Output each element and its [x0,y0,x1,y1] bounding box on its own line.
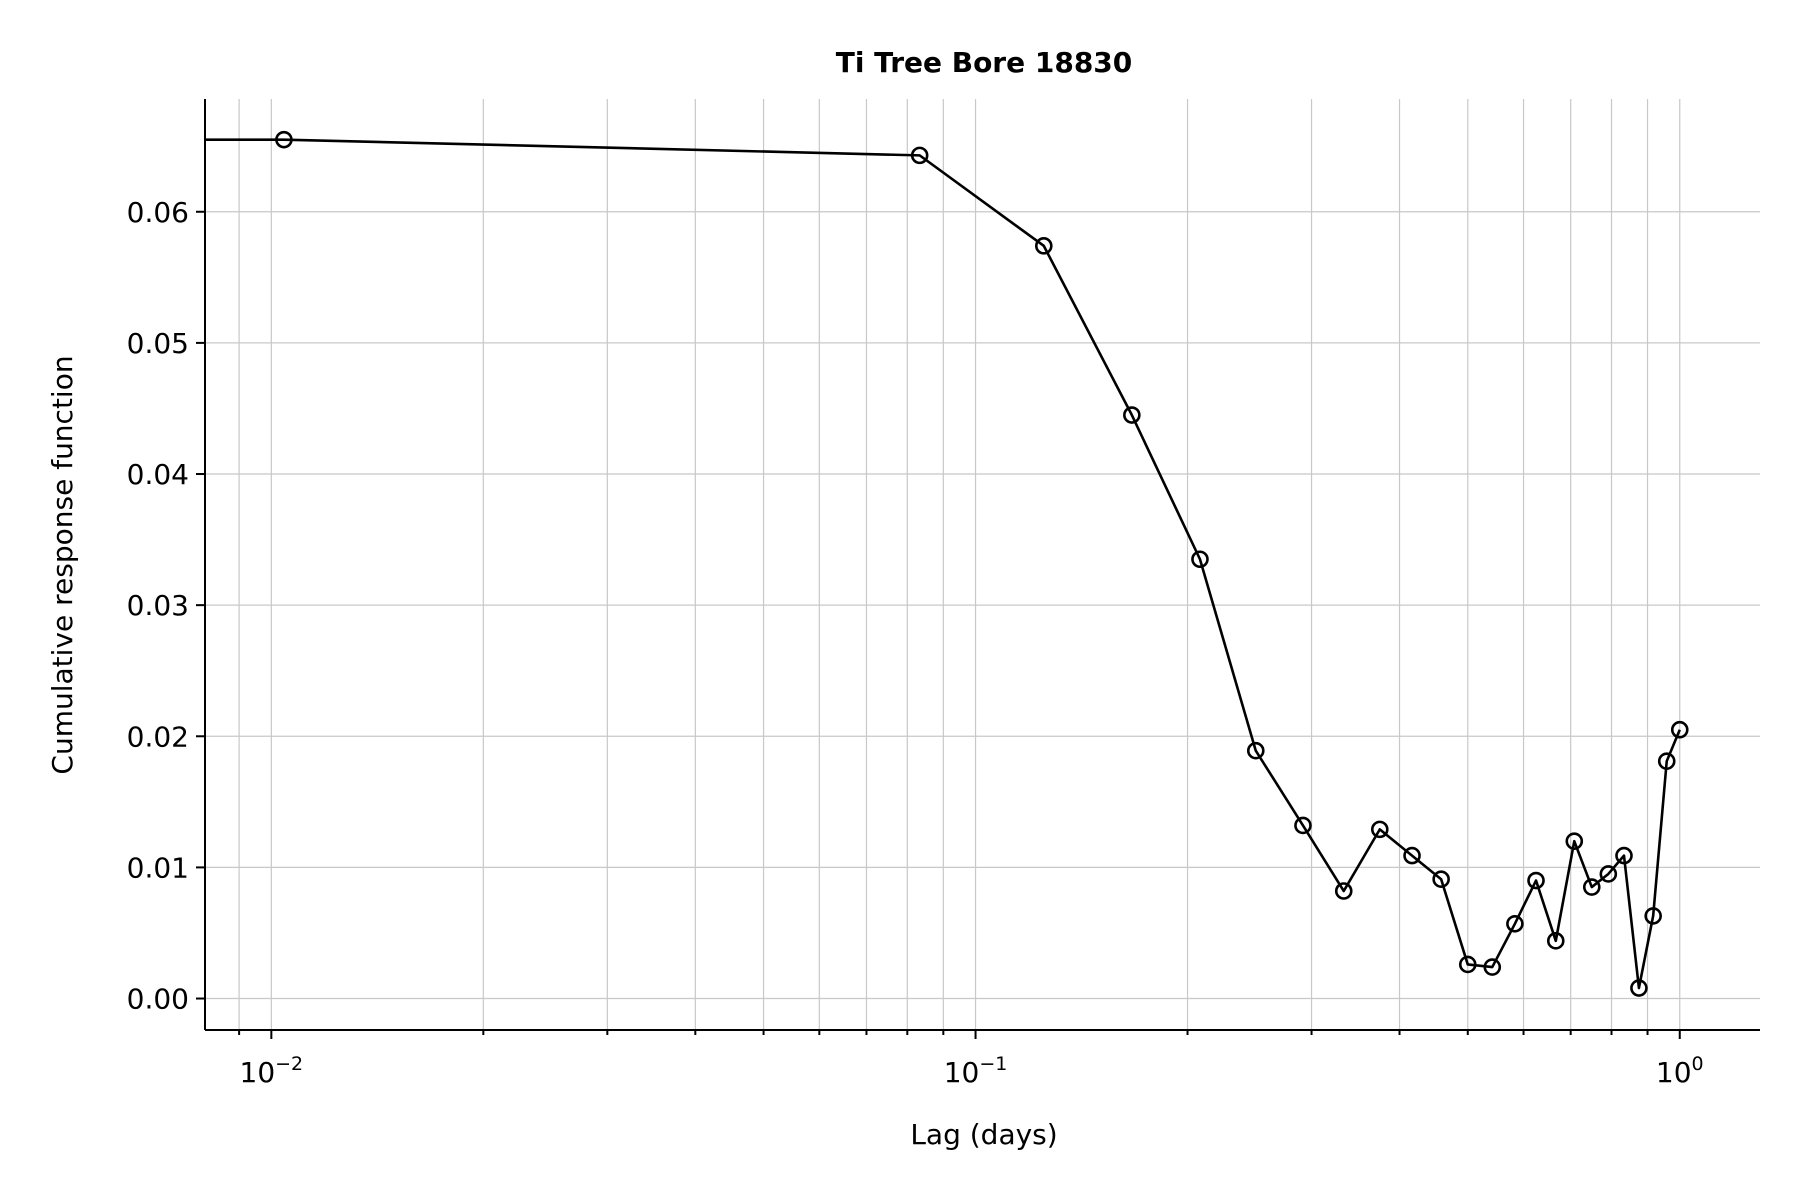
data-point [1582,878,1601,896]
data-point [1034,237,1053,255]
x-tick-label: 10−1 [944,1053,1008,1089]
data-point [1403,846,1421,865]
data-point [1370,820,1389,839]
data-point [1546,932,1565,950]
data-point [275,130,293,149]
data-point [1123,406,1141,424]
data-point [1483,958,1502,976]
grid [205,99,1760,1030]
x-axis-label: Lag (days) [910,1118,1057,1151]
data-point [1630,979,1648,997]
data-point [1294,816,1312,835]
chart-title: Ti Tree Bore 18830 [836,46,1133,79]
data-point [1599,865,1618,883]
data-point [1458,955,1477,974]
series-layer [205,130,1689,997]
data-point [1615,846,1633,865]
data-point [1191,550,1209,569]
data-point [1246,741,1265,760]
y-tick-label: 0.00 [127,983,189,1016]
data-point [910,146,929,165]
data-point [1657,752,1676,770]
data-point [1670,720,1689,739]
x-tick-label: 100 [1656,1053,1704,1089]
y-axis-label: Cumulative response function [46,355,79,774]
data-point [1334,882,1353,900]
y-tick-label: 0.06 [127,196,189,229]
y-tick-label: 0.04 [127,458,189,491]
data-point [1432,870,1450,889]
axes [204,99,1760,1031]
y-tick-label: 0.03 [127,589,189,622]
data-point [1506,914,1524,933]
y-tick-label: 0.02 [127,720,189,753]
data-point [1527,871,1545,890]
ticks: 0.00 0.01 0.02 0.03 0.04 0.05 0.06 10−2 10−1 100 [127,196,1704,1089]
x-tick-label: 10−2 [240,1053,304,1089]
data-point [1565,832,1584,850]
y-tick-label: 0.01 [127,851,189,884]
y-tick-label: 0.05 [127,327,189,360]
series-line [205,138,1681,990]
data-point [1644,907,1662,925]
